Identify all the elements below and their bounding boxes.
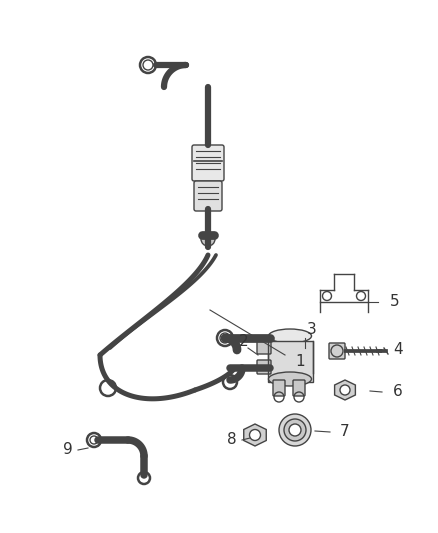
Circle shape [340,385,350,395]
Text: 1: 1 [295,354,305,369]
Text: 3: 3 [307,322,317,337]
Circle shape [357,292,365,301]
Circle shape [284,419,306,441]
Text: 9: 9 [63,442,73,457]
FancyBboxPatch shape [293,380,305,396]
FancyBboxPatch shape [329,343,345,359]
Circle shape [322,292,332,301]
FancyBboxPatch shape [257,340,271,354]
Text: 6: 6 [393,384,403,400]
FancyBboxPatch shape [273,380,285,396]
Text: 7: 7 [340,424,350,440]
Circle shape [201,232,215,246]
FancyBboxPatch shape [268,341,313,382]
FancyBboxPatch shape [192,145,224,181]
Ellipse shape [268,372,311,386]
Text: 4: 4 [393,343,403,358]
Text: 5: 5 [390,295,400,310]
Circle shape [289,424,301,436]
Circle shape [250,430,261,440]
FancyBboxPatch shape [194,181,222,211]
Circle shape [279,414,311,446]
Polygon shape [335,380,355,400]
FancyBboxPatch shape [257,360,271,374]
Text: 2: 2 [239,335,249,350]
Text: 8: 8 [227,432,237,448]
Polygon shape [244,424,266,446]
Ellipse shape [268,329,311,343]
